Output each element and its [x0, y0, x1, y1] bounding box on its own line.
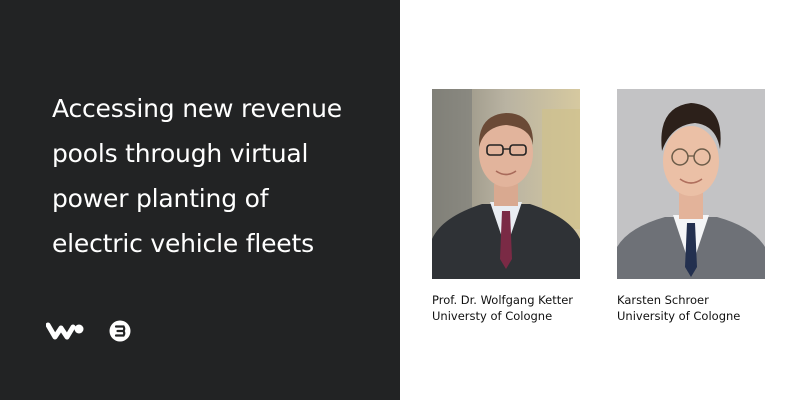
- headline-line-3: power planting of: [52, 184, 269, 213]
- speaker-affiliation-1: Universty of Cologne: [432, 309, 553, 323]
- speaker-affiliation-2: University of Cologne: [617, 309, 741, 323]
- speaker-caption-1: Prof. Dr. Wolfgang Ketter Universty of C…: [432, 292, 573, 324]
- headline-line-1: Accessing new revenue: [52, 94, 342, 123]
- speaker-name-2: Karsten Schroer: [617, 293, 709, 307]
- circle-logo-icon: [109, 320, 131, 342]
- headline: Accessing new revenue pools through virt…: [52, 86, 382, 266]
- speaker-photo-1: [432, 89, 580, 279]
- title-panel: Accessing new revenue pools through virt…: [0, 0, 400, 400]
- speaker-photo-2: [617, 89, 765, 279]
- w-logo-icon: [46, 322, 84, 340]
- speaker-caption-2: Karsten Schroer University of Cologne: [617, 292, 740, 324]
- headline-line-2: pools through virtual: [52, 139, 309, 168]
- headline-line-4: electric vehicle fleets: [52, 229, 314, 258]
- speaker-name-1: Prof. Dr. Wolfgang Ketter: [432, 293, 574, 307]
